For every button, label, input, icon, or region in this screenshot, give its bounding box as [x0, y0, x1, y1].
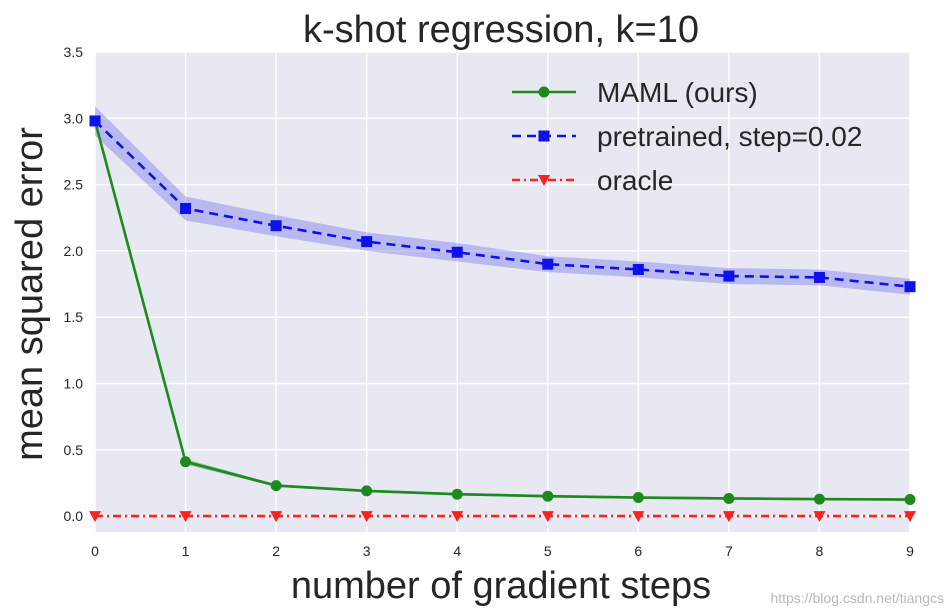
x-tick-label: 0 — [91, 543, 99, 559]
x-tick-label: 7 — [725, 543, 733, 559]
data-point — [541, 511, 554, 523]
data-point — [179, 511, 192, 523]
data-point — [180, 202, 192, 214]
data-point — [904, 281, 916, 293]
x-tick-label: 2 — [272, 543, 280, 559]
data-point — [632, 511, 645, 523]
error-band — [95, 106, 910, 295]
data-point — [270, 511, 283, 523]
y-tick-label: 3.5 — [64, 44, 84, 60]
data-point — [542, 490, 554, 502]
x-tick-label: 5 — [544, 543, 552, 559]
x-axis-label: number of gradient steps — [291, 565, 711, 607]
legend: MAML (ours) pretrained, step=0.02 oracle — [512, 77, 862, 196]
x-tick-label: 6 — [634, 543, 642, 559]
y-tick-label: 1.5 — [64, 309, 84, 325]
x-tick-label: 8 — [816, 543, 824, 559]
data-point — [632, 263, 644, 275]
data-point — [89, 115, 101, 127]
data-point — [180, 456, 192, 468]
legend-marker — [538, 86, 550, 98]
data-point — [360, 511, 373, 523]
y-tick-label: 3.0 — [64, 110, 84, 126]
data-point — [813, 511, 826, 523]
x-tick-label: 1 — [182, 543, 190, 559]
data-point — [723, 492, 735, 504]
x-tick-label: 4 — [453, 543, 461, 559]
series-lines — [93, 120, 911, 518]
tick-labels: 0 1 2 3 4 5 6 7 8 9 0.0 0.5 1.0 1.5 2.0 2.5 3.0 3.5 — [64, 44, 915, 559]
data-point — [451, 246, 463, 258]
data-point — [542, 258, 554, 270]
y-tick-label: 0.0 — [64, 508, 84, 524]
series-markers — [89, 115, 916, 523]
data-point — [451, 511, 464, 523]
data-point — [723, 270, 735, 282]
y-tick-label: 0.5 — [64, 442, 84, 458]
data-point — [361, 485, 373, 497]
data-point — [722, 511, 735, 523]
legend-label: MAML (ours) — [597, 77, 758, 108]
data-point — [632, 492, 644, 504]
series-line — [94, 120, 911, 288]
legend-label: oracle — [597, 165, 673, 196]
y-tick-label: 2.0 — [64, 243, 84, 259]
data-point — [451, 488, 463, 500]
data-point — [270, 220, 282, 232]
data-point — [904, 511, 916, 523]
chart-title: k-shot regression, k=10 — [303, 9, 699, 51]
y-tick-label: 2.5 — [64, 177, 84, 193]
watermark: https://blog.csdn.net/tiangcs — [770, 590, 944, 606]
data-point — [270, 480, 282, 492]
data-point — [89, 511, 101, 523]
y-tick-label: 1.0 — [64, 375, 84, 391]
x-tick-label: 9 — [906, 543, 914, 559]
error-bands — [95, 106, 910, 501]
data-point — [361, 236, 373, 248]
y-axis-label: mean squared error — [9, 127, 51, 461]
data-point — [904, 494, 916, 506]
plot-background — [95, 52, 910, 532]
data-point — [813, 493, 825, 505]
x-tick-label: 3 — [363, 543, 371, 559]
data-point — [813, 271, 825, 283]
series-line — [93, 120, 911, 501]
legend-marker — [538, 175, 550, 186]
legend-marker — [538, 130, 550, 142]
legend-label: pretrained, step=0.02 — [597, 121, 862, 152]
